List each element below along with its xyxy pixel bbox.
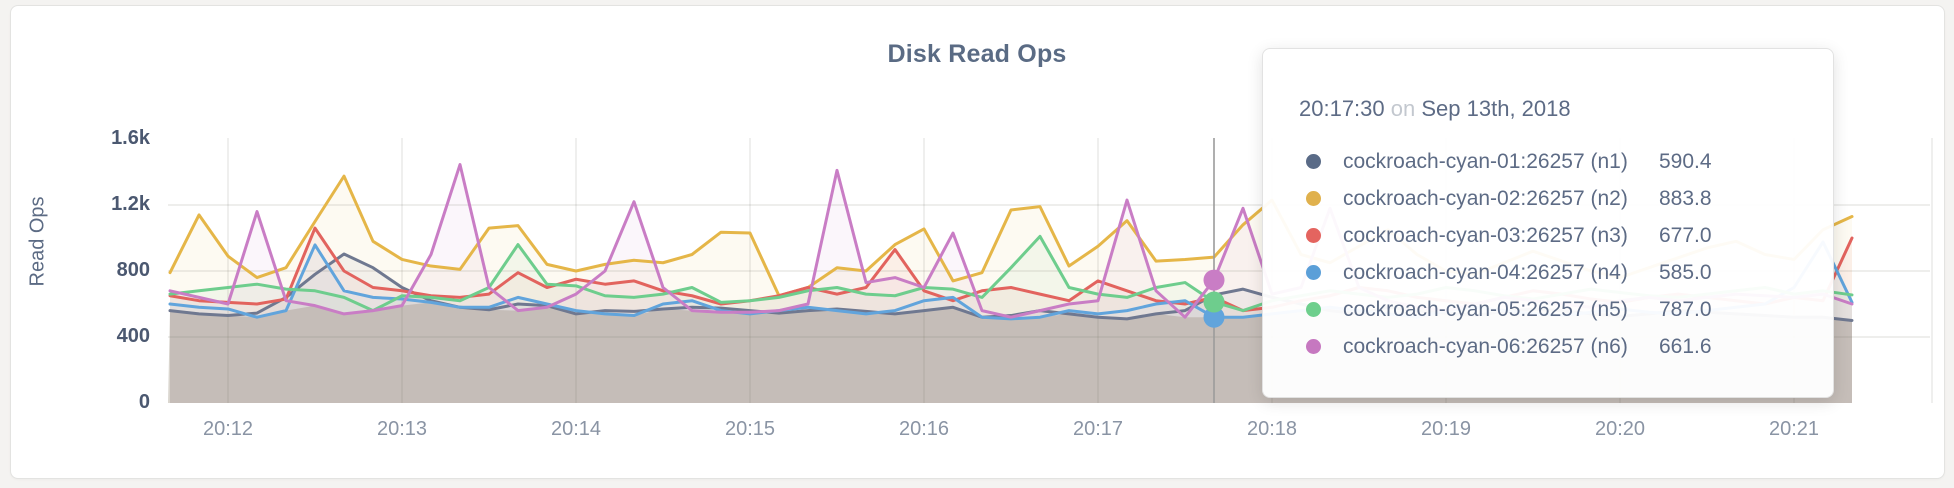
series-color-dot-n3 (1306, 228, 1321, 243)
node-value: 661.6 (1659, 334, 1712, 358)
y-tick-label: 1.6k (111, 127, 150, 149)
node-host-label: cockroach-cyan-05:26257 (n5) (1343, 297, 1628, 321)
node-host-label: cockroach-cyan-02:26257 (n2) (1343, 186, 1628, 210)
node-host-label: cockroach-cyan-03:26257 (n3) (1343, 223, 1628, 247)
hover-dot-n6 (1203, 269, 1225, 291)
y-tick-label: 800 (116, 259, 150, 281)
node-host-label: cockroach-cyan-06:26257 (n6) (1343, 334, 1628, 358)
y-tick-label: 0 (138, 391, 150, 413)
tooltip-legend: cockroach-cyan-01:26257 (n1) 590.4 cockr… (1299, 143, 1833, 365)
x-tick-label: 20:13 (376, 418, 428, 440)
series-color-dot-n6 (1306, 339, 1321, 354)
tooltip-row-n4: cockroach-cyan-04:26257 (n4) 585.0 (1299, 254, 1833, 291)
tooltip-conjunction: on (1390, 96, 1416, 121)
tooltip-row-n2: cockroach-cyan-02:26257 (n2) 883.8 (1299, 180, 1833, 217)
x-tick-label: 20:20 (1594, 418, 1646, 440)
tooltip-row-n5: cockroach-cyan-05:26257 (n5) 787.0 (1299, 291, 1833, 328)
node-host-label: cockroach-cyan-01:26257 (n1) (1343, 149, 1628, 173)
y-tick-label: 400 (116, 325, 150, 347)
series-color-dot-n1 (1306, 154, 1321, 169)
node-value: 590.4 (1659, 149, 1712, 173)
hover-dot-n5 (1203, 291, 1225, 313)
y-tick-label: 1.2k (111, 193, 150, 215)
series-color-dot-n4 (1306, 265, 1321, 280)
x-tick-label: 20:19 (1420, 418, 1472, 440)
hover-dot-n4 (1203, 306, 1225, 328)
tooltip-row-n3: cockroach-cyan-03:26257 (n3) 677.0 (1299, 217, 1833, 254)
tooltip-row-n1: cockroach-cyan-01:26257 (n1) 590.4 (1299, 143, 1833, 180)
x-tick-label: 20:12 (202, 418, 254, 440)
x-tick-label: 20:14 (550, 418, 602, 440)
tooltip-row-n6: cockroach-cyan-06:26257 (n6) 661.6 (1299, 328, 1833, 365)
node-host-label: cockroach-cyan-04:26257 (n4) (1343, 260, 1628, 284)
node-value: 677.0 (1659, 223, 1712, 247)
node-value: 585.0 (1659, 260, 1712, 284)
x-tick-label: 20:16 (898, 418, 950, 440)
x-tick-label: 20:21 (1768, 418, 1820, 440)
node-value: 883.8 (1659, 186, 1712, 210)
x-tick-label: 20:18 (1246, 418, 1298, 440)
series-color-dot-n2 (1306, 191, 1321, 206)
x-tick-label: 20:15 (724, 418, 776, 440)
tooltip-title: 20:17:30 on Sep 13th, 2018 (1299, 95, 1833, 123)
series-color-dot-n5 (1306, 302, 1321, 317)
page-title: Disk Read Ops (887, 40, 1067, 68)
chart-tooltip: 20:17:30 on Sep 13th, 2018 cockroach-cya… (1262, 48, 1834, 398)
tooltip-time: 20:17:30 (1299, 96, 1385, 121)
tooltip-date: Sep 13th, 2018 (1421, 96, 1571, 121)
x-tick-label: 20:17 (1072, 418, 1124, 440)
node-value: 787.0 (1659, 297, 1712, 321)
